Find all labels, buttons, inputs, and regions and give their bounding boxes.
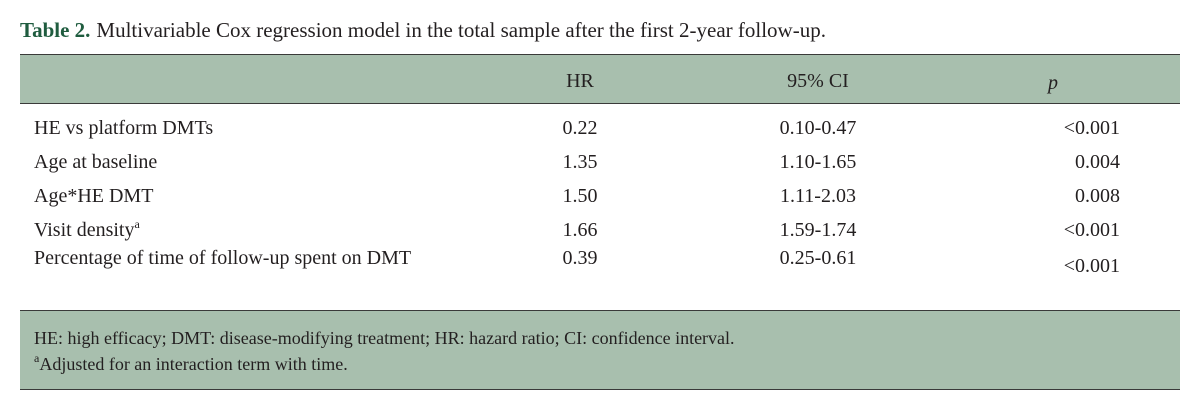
row-hr: 0.39: [562, 247, 598, 269]
row-hr: 1.66: [562, 219, 598, 241]
table-title: Multivariable Cox regression model in th…: [96, 18, 826, 42]
table-caption: Table 2. Multivariable Cox regression mod…: [20, 16, 826, 44]
footnote-marker: a: [34, 351, 40, 365]
row-hr: 1.50: [562, 185, 598, 207]
footnote-note-text: Adjusted for an interaction term with ti…: [39, 354, 348, 374]
footnote-marker: a: [134, 217, 140, 231]
row-p: 0.004: [1075, 151, 1120, 173]
row-ci: 1.59-1.74: [779, 219, 857, 241]
row-ci: 1.11-2.03: [780, 185, 856, 207]
row-ci: 0.25-0.61: [779, 247, 857, 269]
header-p: p: [1048, 72, 1058, 94]
table-footnotes: HE: high efficacy; DMT: disease-modifyin…: [20, 310, 1180, 390]
header-ci: 95% CI: [787, 70, 849, 92]
row-label: HE vs platform DMTs: [34, 117, 214, 139]
row-label: Percentage of time of follow-up spent on…: [34, 247, 412, 269]
footnote-note: aAdjusted for an interaction term with t…: [34, 351, 348, 375]
row-hr: 0.22: [562, 117, 598, 139]
row-hr: 1.35: [562, 151, 598, 173]
row-label-text: Visit density: [34, 219, 135, 241]
row-label: Age*HE DMT: [34, 185, 154, 207]
row-p: <0.001: [1063, 219, 1120, 241]
table-number: Table 2.: [20, 18, 91, 42]
row-p: <0.001: [1063, 255, 1120, 277]
row-ci: 1.10-1.65: [779, 151, 857, 173]
row-label: Age at baseline: [34, 151, 158, 173]
footnote-abbreviations: HE: high efficacy; DMT: disease-modifyin…: [34, 328, 735, 348]
table-header: HR 95% CI p: [20, 54, 1180, 104]
row-p: 0.008: [1075, 185, 1120, 207]
table-body: HE vs platform DMTs 0.22 0.10-0.47 <0.00…: [20, 104, 1180, 310]
row-label: Visit densitya: [34, 217, 454, 243]
header-hr: HR: [566, 70, 594, 92]
row-p: <0.001: [1063, 117, 1120, 139]
row-ci: 0.10-0.47: [779, 117, 857, 139]
regression-table: HR 95% CI p HE vs platform DMTs 0.22 0.1…: [20, 54, 1180, 390]
